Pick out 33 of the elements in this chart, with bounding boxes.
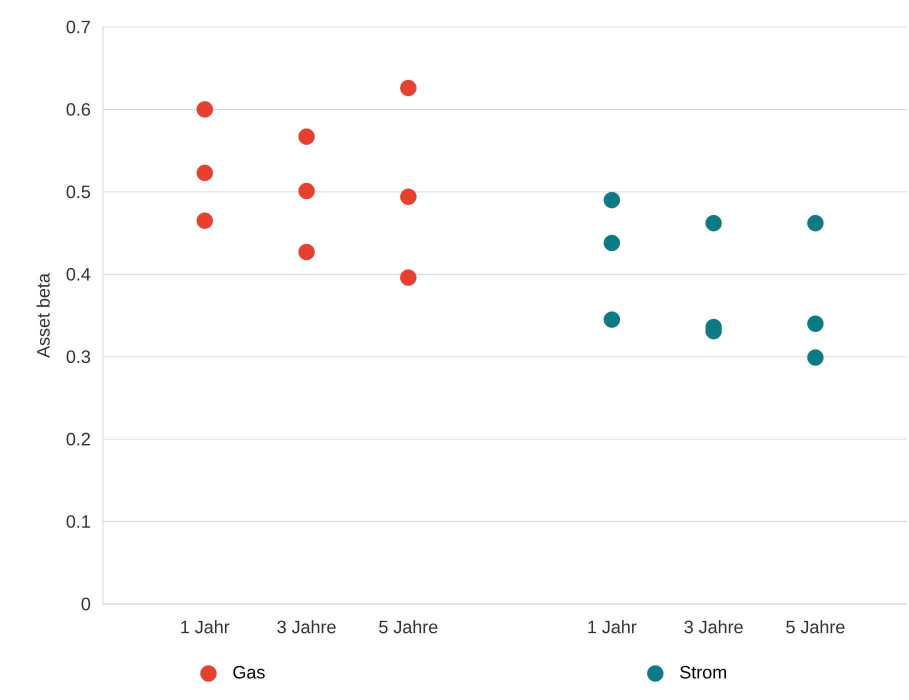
x-tick-label: 1 Jahr <box>588 620 636 634</box>
point <box>604 311 620 328</box>
legend-label: Gas <box>233 666 265 679</box>
point <box>400 188 417 206</box>
point <box>298 128 315 145</box>
point <box>196 101 213 118</box>
point <box>807 349 824 366</box>
y-tick-label: 0.7 <box>66 20 90 34</box>
y-tick-label: 0 <box>82 598 90 610</box>
point <box>705 214 722 232</box>
point <box>400 80 417 96</box>
y-tick-label: 0.5 <box>66 186 90 198</box>
x-tick-label: 3 Jahre <box>277 620 336 634</box>
y-tick-label: 0.2 <box>66 432 90 446</box>
legend-label: Strom <box>680 666 726 679</box>
point <box>298 244 315 260</box>
point <box>400 269 417 286</box>
point <box>196 212 213 229</box>
point <box>196 164 213 182</box>
x-tick-label: 5 Jahre <box>786 620 844 634</box>
point <box>604 192 620 208</box>
y-tick-label: 0.6 <box>66 103 90 116</box>
y-tick-label: 0.3 <box>66 350 90 364</box>
x-tick-label: 3 Jahre <box>684 620 743 634</box>
point <box>604 234 620 252</box>
y-tick-label: 0.1 <box>66 515 90 528</box>
y-axis-title: Asset beta <box>36 273 50 358</box>
point <box>807 214 824 232</box>
point <box>298 182 315 200</box>
x-tick-label: 5 Jahre <box>379 620 438 634</box>
y-tick-label: 0.4 <box>66 268 90 281</box>
x-tick-label: 1 Jahr <box>181 620 230 634</box>
point <box>807 316 824 332</box>
